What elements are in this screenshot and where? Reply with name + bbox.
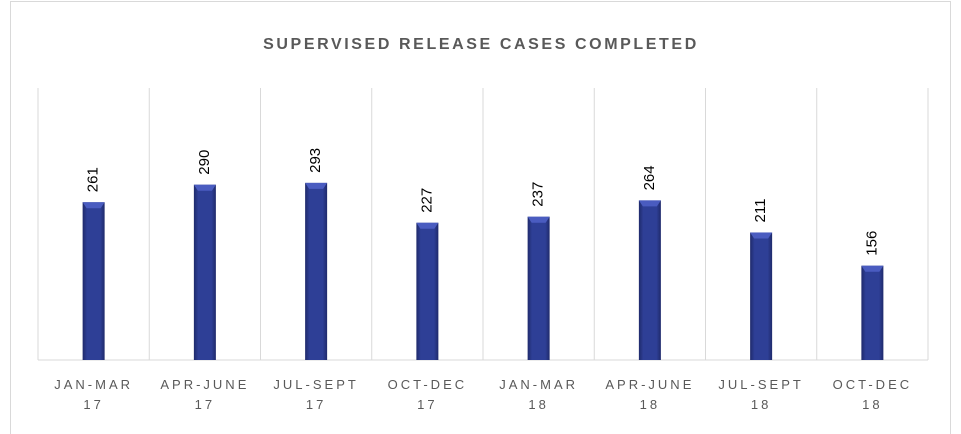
- x-tick-label: JUL-SEPT 18: [718, 377, 803, 412]
- data-label: 264: [641, 165, 658, 190]
- data-label: 211: [752, 199, 769, 223]
- data-label: 290: [196, 150, 213, 175]
- data-label: 227: [418, 188, 435, 213]
- x-tick-label: APR-JUNE 17: [160, 377, 249, 412]
- bar-cap: [193, 184, 216, 191]
- bar: [82, 202, 105, 360]
- bar-cap: [750, 232, 773, 239]
- x-tick-label: APR-JUNE 18: [605, 377, 694, 412]
- data-label: 293: [307, 148, 324, 173]
- x-tick-label: JAN-MAR 18: [499, 377, 578, 412]
- bar-cap: [305, 182, 328, 189]
- bar: [861, 265, 884, 360]
- bar-cap: [638, 200, 661, 207]
- x-tick-label: OCT-DEC 17: [388, 377, 468, 412]
- bar-cap: [416, 222, 439, 229]
- bar: [193, 184, 216, 360]
- chart-title: SUPERVISED RELEASE CASES COMPLETED: [263, 36, 699, 53]
- bar-cap: [82, 202, 105, 209]
- x-tick-label: JAN-MAR 17: [54, 377, 133, 412]
- data-label: 237: [530, 182, 547, 207]
- bar: [305, 182, 328, 360]
- data-label: 156: [863, 231, 880, 256]
- bar-cap: [861, 265, 884, 272]
- chart-border: [10, 1, 951, 434]
- bar: [527, 216, 550, 360]
- bar: [638, 200, 661, 360]
- bar: [750, 232, 773, 360]
- bar: [416, 222, 439, 360]
- data-label: 261: [85, 167, 102, 192]
- bar-cap: [527, 216, 550, 223]
- x-tick-label: JUL-SEPT 17: [273, 377, 358, 412]
- x-tick-label: OCT-DEC 18: [833, 377, 913, 412]
